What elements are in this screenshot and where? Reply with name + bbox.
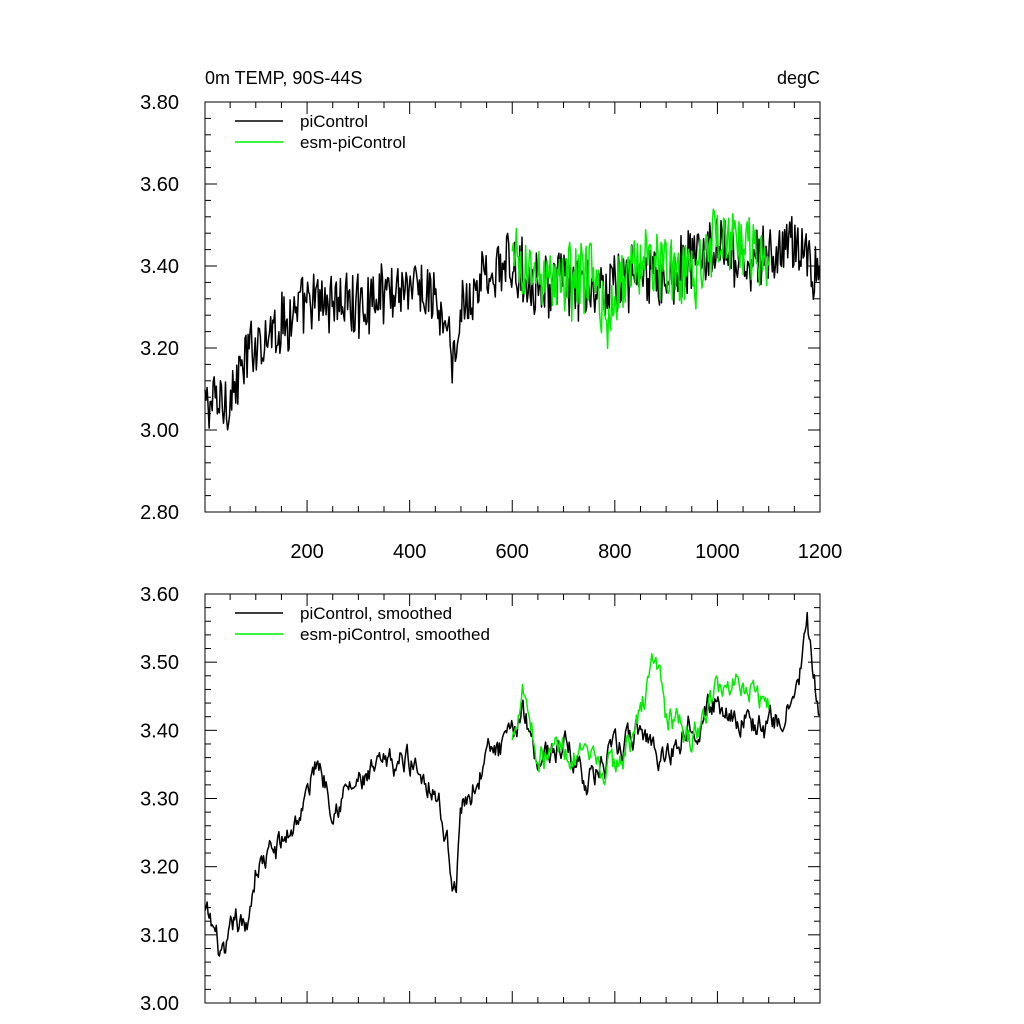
legend-label: esm-piControl, smoothed <box>300 625 490 644</box>
y-tick-label: 3.60 <box>140 174 179 196</box>
bottom-panel: 3.00 3.10 3.20 3.30 3.40 3.50 3.60 piControl, s… <box>140 584 821 1015</box>
x-tick-label: 1000 <box>695 541 740 563</box>
x-tick-label: 400 <box>393 541 426 563</box>
y-tick-label: 3.20 <box>140 857 179 879</box>
y-tick-label: 3.00 <box>140 420 179 442</box>
x-tick-label: 1200 <box>798 541 843 563</box>
series-line-esm-picontrol <box>511 208 770 350</box>
x-tick-label: 800 <box>598 541 631 563</box>
series-line-picontrol-smoothed <box>204 611 820 957</box>
y-tick-label: 3.80 <box>140 92 179 114</box>
top-panel: 200 400 600 800 1000 1200 2.80 3.00 3.20 3.40 3.60… <box>140 92 842 563</box>
y-tick-label: 3.10 <box>140 925 179 947</box>
chart-title-left: 0m TEMP, 90S-44S <box>205 68 362 88</box>
legend-label: piControl <box>300 112 368 131</box>
legend-label: piControl, smoothed <box>300 604 452 623</box>
x-tick-label: 600 <box>496 541 529 563</box>
y-tick-label: 3.40 <box>140 256 179 278</box>
y-tick-label: 3.50 <box>140 652 179 674</box>
chart-title-right: degC <box>777 68 820 88</box>
series-line-esm-picontrol-smoothed <box>511 652 770 786</box>
legend-label: esm-piControl <box>300 133 406 152</box>
y-tick-label: 3.60 <box>140 584 179 606</box>
plot-frame <box>204 593 821 1004</box>
x-tick-label: 200 <box>290 541 323 563</box>
y-tick-label: 3.20 <box>140 338 179 360</box>
y-tick-label: 3.40 <box>140 720 179 742</box>
y-tick-label: 3.00 <box>140 993 179 1015</box>
y-tick-label: 3.30 <box>140 789 179 811</box>
y-tick-label: 2.80 <box>140 502 179 524</box>
